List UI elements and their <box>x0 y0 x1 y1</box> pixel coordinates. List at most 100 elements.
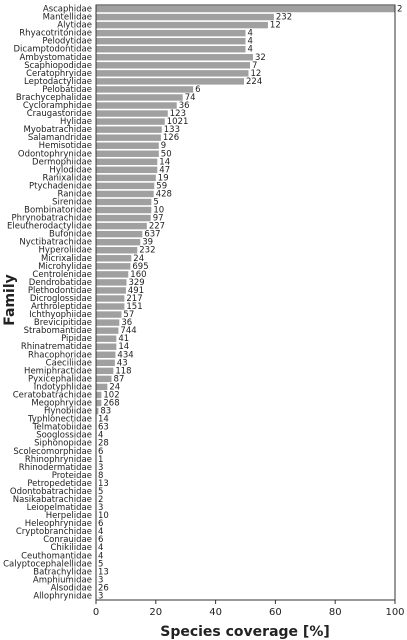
bar <box>96 78 245 85</box>
bar-annotation: 32 <box>255 53 266 63</box>
y-tick-label: Ranixalidae <box>43 173 92 183</box>
bar-annotation: 14 <box>118 342 129 352</box>
bar <box>96 206 152 214</box>
bar <box>96 118 165 125</box>
bar <box>96 5 395 13</box>
bar <box>96 174 156 182</box>
y-tick-label: Dendrobatidae <box>29 278 92 288</box>
bar-annotation: 268 <box>103 399 119 409</box>
y-tick-label: Typhlonectidae <box>27 415 92 425</box>
bar-annotation: 10 <box>98 511 109 521</box>
bar-annotation: 5 <box>98 559 103 569</box>
y-tick-label: Hemiphractidae <box>24 366 92 376</box>
bar-annotation: 12 <box>250 69 261 79</box>
bar <box>96 142 159 149</box>
y-tick-label: Telmatobiidae <box>32 423 92 433</box>
bar-annotation: 3 <box>98 591 103 601</box>
y-tick-label: Ptychadenidae <box>29 181 92 191</box>
bar-annotation: 24 <box>133 254 144 264</box>
bar-annotation: 36 <box>121 318 132 328</box>
bar-annotation: 39 <box>142 238 153 248</box>
bar <box>96 238 141 246</box>
y-tick-label: Ichthyophiidae <box>29 310 92 320</box>
bar-annotation: 3 <box>98 575 103 585</box>
y-tick-label: Rhacophoridae <box>28 350 92 360</box>
y-tick-label: Plethodontidae <box>28 286 92 296</box>
bar-annotation: 126 <box>163 133 179 143</box>
y-tick-label: Batrachylidae <box>33 567 92 577</box>
y-tick-label: Cycloramphidae <box>23 101 92 111</box>
bar-annotation: 10 <box>153 206 164 216</box>
y-tick-label: Mantellidae <box>43 13 92 23</box>
bar <box>96 21 268 29</box>
bar <box>96 86 194 93</box>
y-tick-label: Hylodidae <box>49 165 92 175</box>
y-tick-label: Myobatrachidae <box>24 125 92 135</box>
bar-annotation: 232 <box>276 13 292 23</box>
bar <box>96 198 152 206</box>
bar <box>96 351 116 358</box>
bar <box>96 311 122 318</box>
y-tick-label: Scolecomorphidae <box>13 447 92 457</box>
y-tick-label: Dicamptodontidae <box>13 45 92 55</box>
y-tick-label: Ceratophryidae <box>26 69 92 79</box>
y-tick-label: Pyxicephalidae <box>28 374 92 384</box>
bar-annotation: 26 <box>98 583 109 593</box>
y-tick-label: Sirenidae <box>52 197 92 207</box>
bar <box>96 327 119 334</box>
y-tick-label: Indotyphlidae <box>34 382 92 392</box>
y-tick-label: Micrixalidae <box>41 254 92 264</box>
bar-annotation: 232 <box>139 246 155 256</box>
bar-annotation: 6 <box>98 535 103 545</box>
bar-annotation: 160 <box>130 270 146 280</box>
bar <box>96 37 246 45</box>
y-tick-label: Nasikabatrachidae <box>13 495 92 505</box>
bar-annotation: 5 <box>153 197 158 207</box>
y-tick-label: Brachycephalidae <box>16 93 92 103</box>
bar <box>96 319 120 326</box>
bar <box>96 54 253 61</box>
bar <box>96 335 117 342</box>
bar <box>96 263 131 270</box>
y-tick-label: Allophrynidae <box>33 591 92 601</box>
y-tick-label: Arthroleptidae <box>31 302 92 312</box>
y-tick-label: Pelodytidae <box>42 37 92 47</box>
bar <box>96 182 155 190</box>
bar <box>96 158 158 166</box>
bar-annotation: 36 <box>179 101 190 111</box>
y-tick-label: Scaphiopodidae <box>24 61 92 71</box>
bar <box>96 70 249 77</box>
y-tick-label: Nyctibatrachidae <box>19 238 92 248</box>
y-tick-label: Dicroglossidae <box>30 294 92 304</box>
bar-annotation: 4 <box>248 45 253 55</box>
bar-annotation: 4 <box>98 543 103 553</box>
bar <box>96 222 147 230</box>
bar-annotation: 28 <box>98 439 109 449</box>
bar-annotation: 43 <box>117 358 128 368</box>
y-tick-label: Hyperoliidae <box>39 246 92 256</box>
bar <box>96 271 129 278</box>
y-tick-label: Siphonopidae <box>34 439 92 449</box>
bar-annotation: 4 <box>98 527 103 537</box>
bar-annotation: 4 <box>98 431 103 441</box>
bar-annotation: 217 <box>126 294 142 304</box>
bar-annotation: 227 <box>149 222 165 232</box>
y-tick-label: Hemisotidae <box>39 141 92 151</box>
bar-annotation: 133 <box>164 125 180 135</box>
bar <box>96 287 126 294</box>
bar-annotation: 5 <box>98 487 103 497</box>
bar-annotation: 428 <box>156 189 172 199</box>
y-tick-label: Ranidae <box>57 189 92 199</box>
bar <box>96 102 177 109</box>
bar <box>96 255 132 262</box>
bar <box>96 214 151 222</box>
bar-annotation: 14 <box>98 415 109 425</box>
y-tick-label: Bombinatoridae <box>24 206 92 216</box>
y-tick-label: Rhinatrematidae <box>21 342 92 352</box>
bar <box>96 29 246 37</box>
plot-frame <box>95 4 396 601</box>
y-tick-label: Megophryidae <box>31 399 92 409</box>
bar <box>96 190 154 198</box>
